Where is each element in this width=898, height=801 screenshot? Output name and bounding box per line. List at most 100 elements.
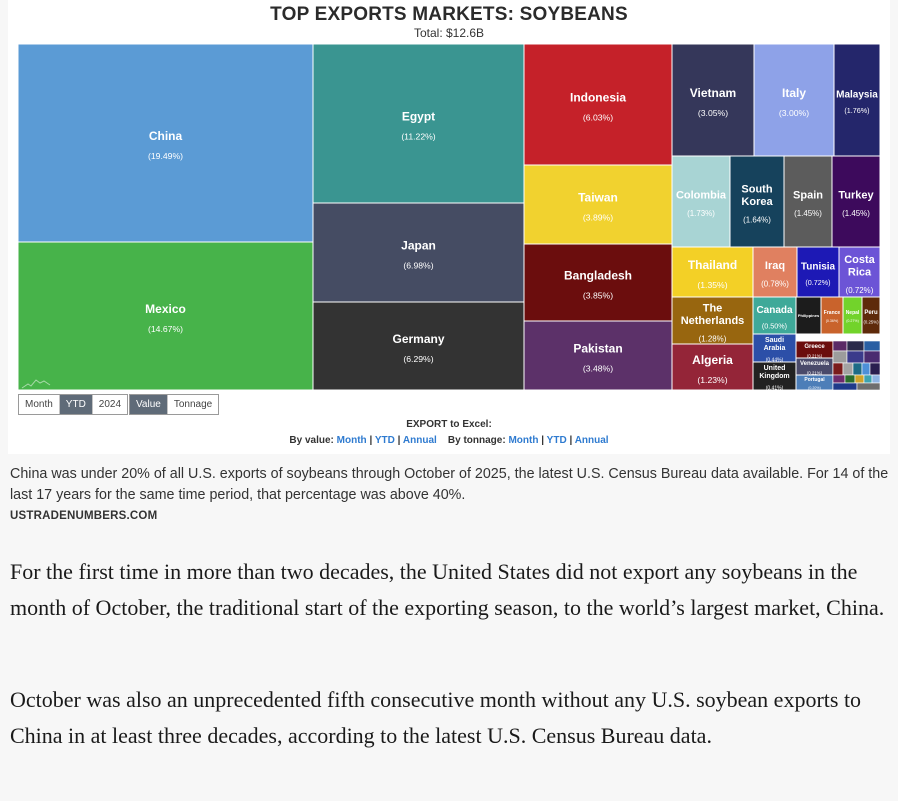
tile-tunisia[interactable]: Tunisia (0.72%) [796, 246, 840, 298]
tile-percent: (1.76%) [844, 106, 869, 115]
tile-label: Pakistan [573, 341, 622, 355]
tile-label: Korea [741, 196, 773, 208]
period-ytd-button[interactable]: YTD [59, 395, 93, 414]
tile-egypt[interactable]: Egypt (11.22%) [312, 43, 525, 204]
tile-small[interactable] [832, 350, 848, 364]
tile-small[interactable] [856, 382, 881, 391]
tile-taiwan[interactable]: Taiwan (3.89%) [523, 164, 673, 245]
tile-small[interactable] [832, 340, 848, 352]
tile-nepal[interactable]: Nepal (0.27%) [842, 296, 863, 335]
article-paragraph: October was also an unprecedented fifth … [10, 687, 862, 748]
tile-germany[interactable]: Germany (6.29%) [312, 301, 525, 391]
tile-iraq[interactable]: Iraq (0.78%) [752, 246, 798, 298]
tile-small[interactable] [863, 374, 873, 384]
tile-small[interactable] [842, 362, 854, 376]
tile-small[interactable] [863, 340, 881, 352]
tile-percent: (3.89%) [583, 212, 613, 222]
tile-small[interactable] [852, 362, 863, 376]
tile-percent: (6.98%) [403, 260, 433, 270]
tile-percent: (14.67%) [148, 324, 183, 334]
tile-france[interactable]: France (0.36%) [820, 296, 844, 335]
tile-label: Canada [756, 305, 793, 316]
measure-tonnage-button[interactable]: Tonnage [173, 399, 213, 410]
tile-small[interactable] [863, 350, 881, 364]
tile-small[interactable] [846, 340, 865, 352]
tile-rect [312, 301, 525, 391]
tile-small[interactable] [861, 362, 871, 376]
tile-percent: (1.73%) [687, 209, 715, 218]
tile-small[interactable] [832, 382, 858, 391]
tile-label: Turkey [838, 190, 874, 202]
tile-label: Venezuela [800, 361, 830, 367]
tile-percent: (1.64%) [743, 215, 771, 224]
value-ytd-link[interactable]: YTD [374, 435, 395, 446]
tile-small[interactable] [832, 362, 844, 376]
tile-thailand[interactable]: Thailand (1.35%) [671, 246, 754, 298]
tonnage-ytd-link[interactable]: YTD [546, 435, 567, 446]
tile-label: The [703, 302, 723, 314]
tile-rect [671, 43, 755, 157]
tile-china[interactable]: China (19.49%) [17, 43, 314, 243]
tile-label: Portugal [804, 377, 825, 383]
tile-philippines[interactable]: Philippines [795, 296, 822, 335]
tonnage-annual-link[interactable]: Annual [574, 435, 609, 446]
tile-canada[interactable]: Canada (0.50%) [752, 296, 797, 335]
tile-venezuela[interactable]: Venezuela (0.21%) [795, 357, 834, 376]
tile-algeria[interactable]: Algeria (1.23%) [671, 343, 754, 391]
tile-indonesia[interactable]: Indonesia (6.03%) [523, 43, 673, 166]
value-month-link[interactable]: Month [336, 435, 367, 446]
tile-small[interactable] [846, 350, 865, 364]
tile-percent: (6.29%) [403, 354, 433, 364]
period-month-button[interactable]: Month [19, 395, 60, 414]
value-annual-link[interactable]: Annual [402, 435, 437, 446]
tile-rect [671, 343, 754, 391]
tile-small[interactable] [869, 362, 881, 376]
tile-label: Egypt [402, 109, 435, 123]
tile-percent: (3.00%) [779, 108, 809, 118]
tile-rect [752, 296, 797, 335]
tile-label: Bangladesh [564, 268, 632, 282]
tile-italy[interactable]: Italy (3.00%) [753, 43, 835, 157]
tile-label: Malaysia [836, 89, 878, 100]
tile-portugal[interactable]: Portugal (0.20%) [795, 374, 834, 391]
tile-colombia[interactable]: Colombia (1.73%) [671, 155, 731, 248]
tile-label: Thailand [688, 258, 737, 272]
tile-percent: (6.03%) [583, 112, 613, 122]
period-2024-button[interactable]: 2024 [98, 399, 122, 410]
tile-label: South [741, 183, 772, 195]
tile-percent: (0.72%) [805, 278, 830, 287]
tile-mexico[interactable]: Mexico (14.67%) [17, 241, 314, 391]
tile-malaysia[interactable]: Malaysia (1.76%) [833, 43, 881, 157]
treemap-svg: China (19.49%) Mexico (14.67%) Egypt (11.22%)… [17, 43, 881, 391]
tile-label: Colombia [676, 190, 727, 202]
tile-label: Algeria [692, 353, 733, 367]
tile-rect [753, 43, 835, 157]
tile-japan[interactable]: Japan (6.98%) [312, 202, 525, 303]
tile-rect [671, 155, 731, 248]
tile-label: France [824, 310, 841, 316]
tile-bangladesh[interactable]: Bangladesh (3.85%) [523, 243, 673, 322]
tile-small[interactable] [844, 374, 856, 384]
tile-turkey[interactable]: Turkey (1.45%) [831, 155, 881, 248]
tile-spain[interactable]: Spain (1.45%) [783, 155, 833, 248]
tile-label: Arabia [764, 345, 786, 352]
tile-small[interactable] [854, 374, 865, 384]
tile-percent: (1.28%) [699, 334, 727, 343]
tile-label: Taiwan [578, 190, 618, 204]
tile-percent: (3.85%) [583, 290, 613, 300]
tile-rect [17, 241, 314, 391]
tile-peru[interactable]: Peru (0.25%) [861, 296, 881, 335]
tile-small[interactable] [832, 374, 846, 384]
tile-greece[interactable]: Greece (0.21%) [795, 340, 834, 359]
tile-pakistan[interactable]: Pakistan (3.48%) [523, 320, 673, 391]
tile-rect [671, 246, 754, 298]
tonnage-month-link[interactable]: Month [508, 435, 539, 446]
measure-value-button[interactable]: Value [130, 395, 168, 414]
tile-small[interactable] [871, 374, 881, 384]
tile-vietnam[interactable]: Vietnam (3.05%) [671, 43, 755, 157]
